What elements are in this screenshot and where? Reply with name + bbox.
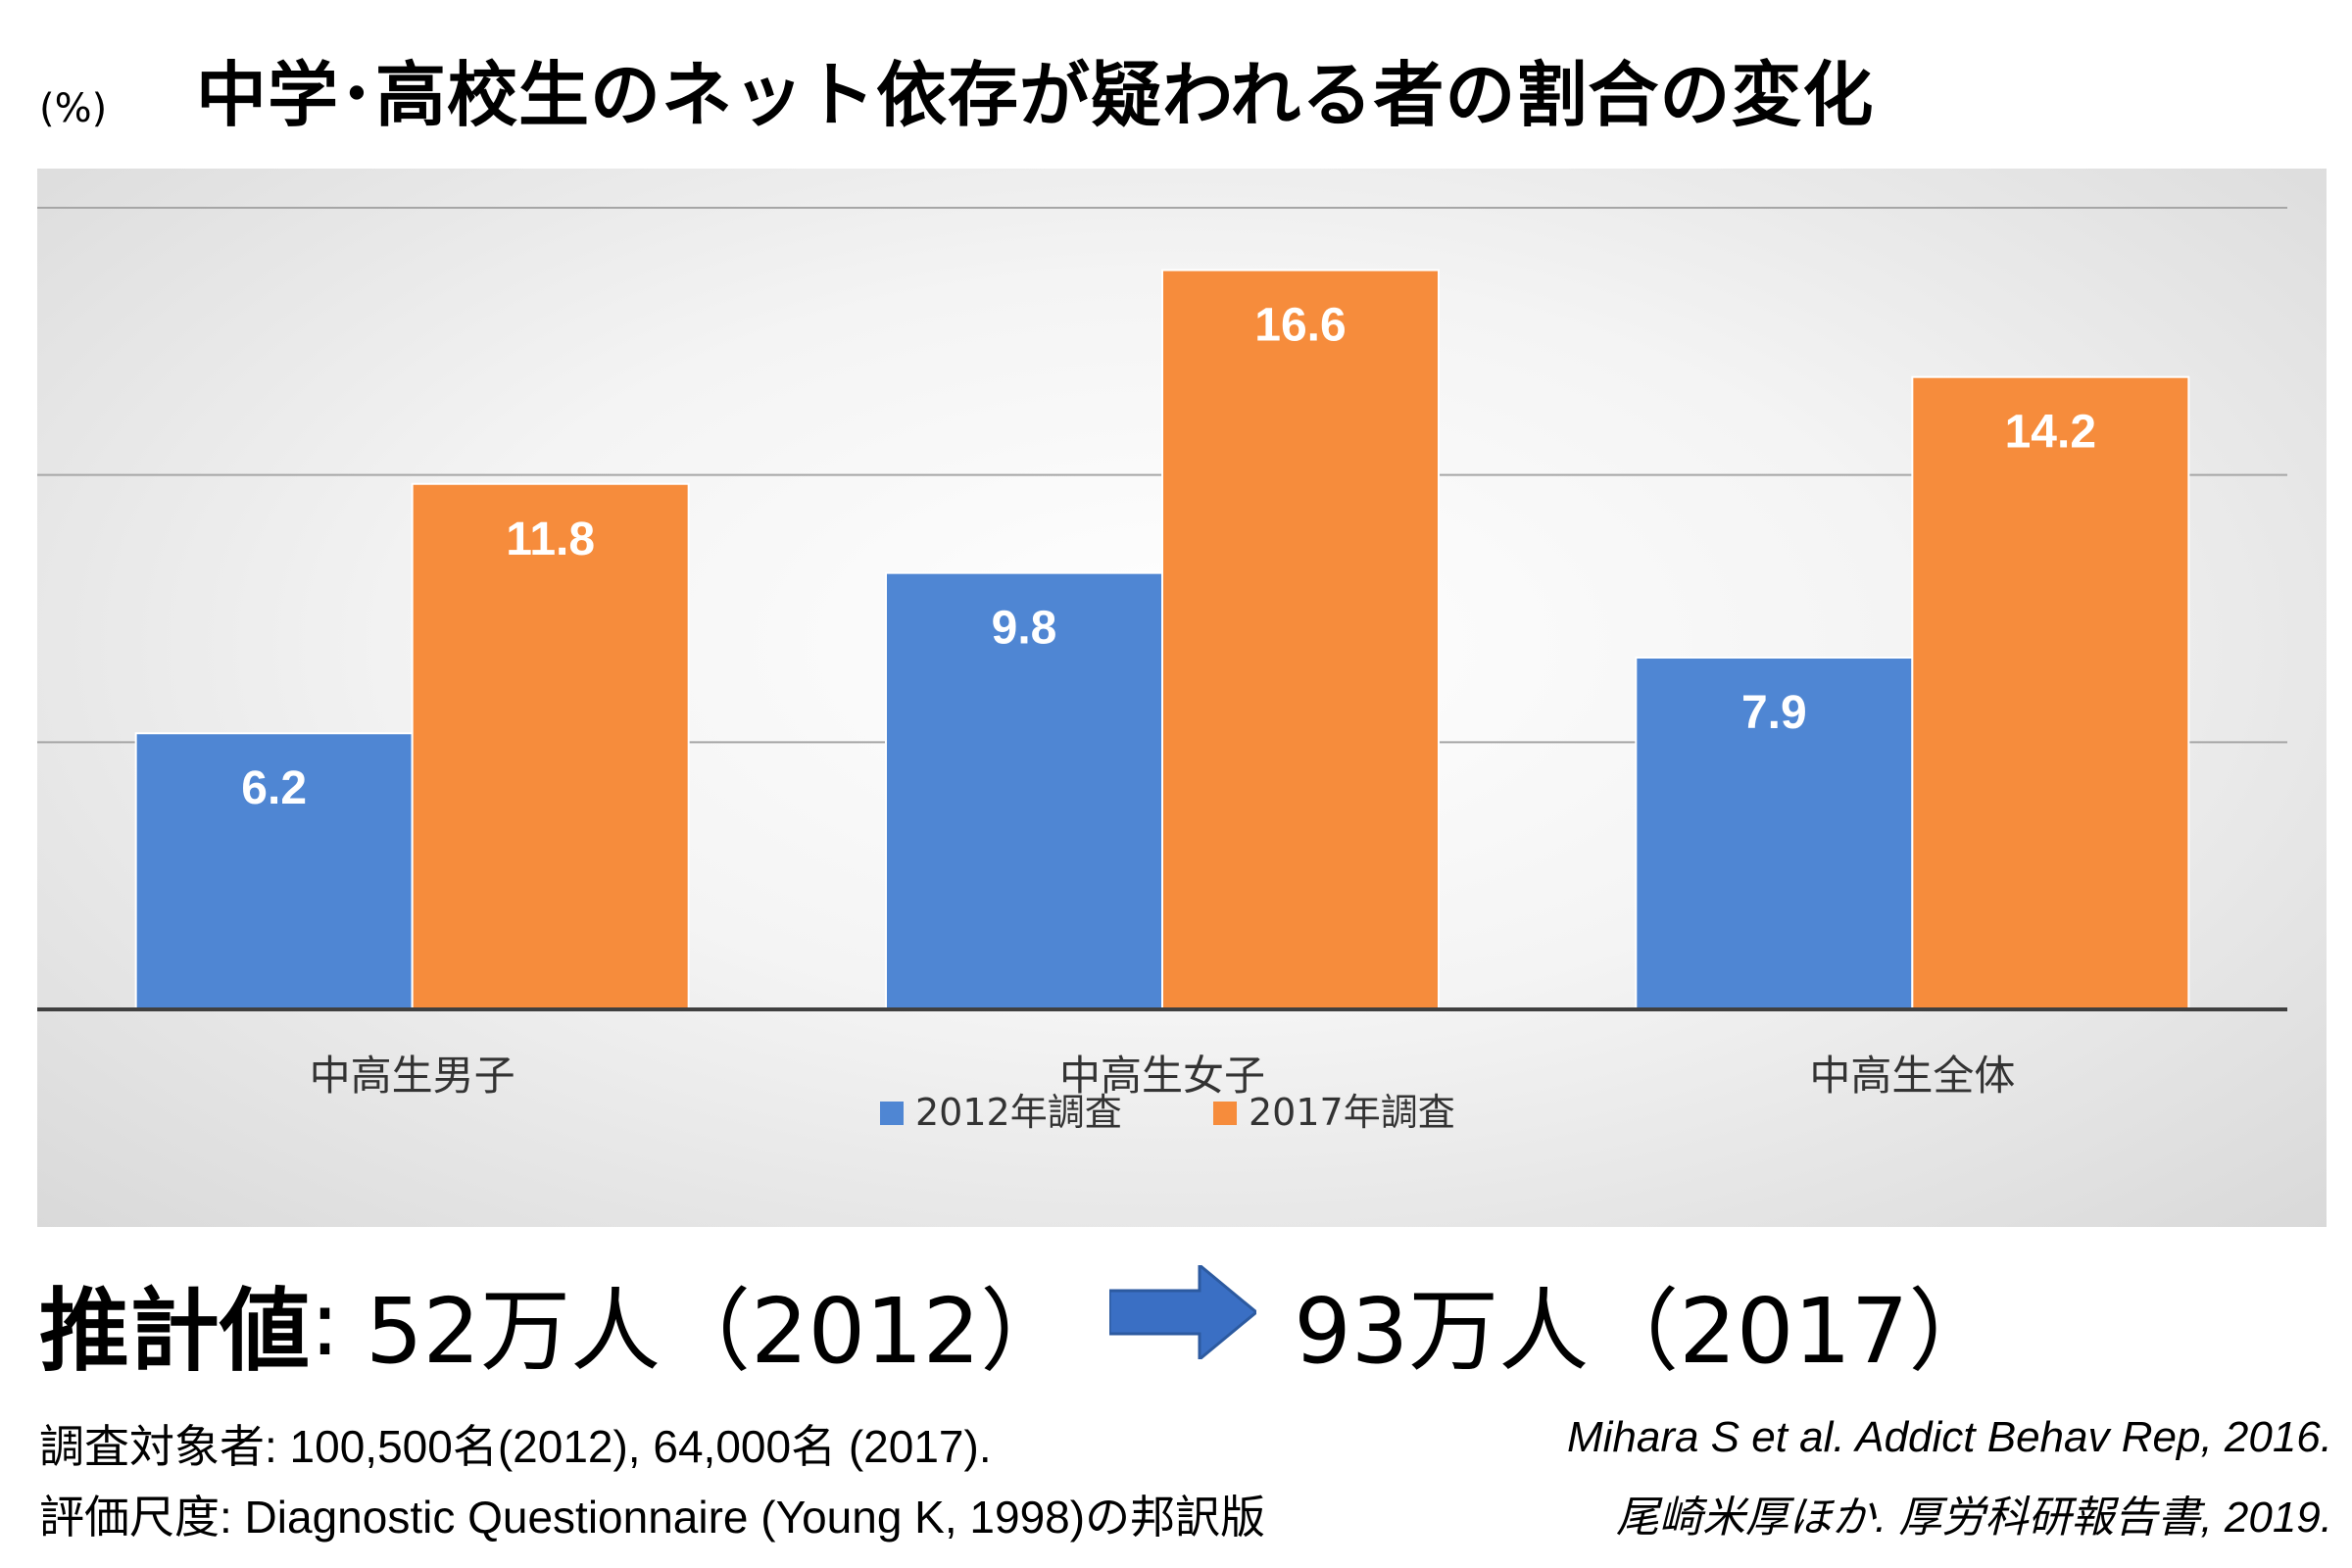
legend: 2012年調査 2017年調査 bbox=[880, 1091, 1455, 1134]
data-label: 16.6 bbox=[1254, 300, 1346, 352]
legend-swatch bbox=[880, 1102, 904, 1125]
citation-ozaki: 尾崎米厚ほか. 厚労科研報告書, 2019. bbox=[1615, 1494, 2332, 1542]
estimate-line: 推計値 : 52万人（2012） 93万人（2017） bbox=[39, 1261, 1998, 1384]
category-label: 中高生全体 bbox=[1809, 1052, 2015, 1100]
bar-series2-3 bbox=[1911, 375, 2190, 1010]
bar-series1-2 bbox=[885, 571, 1163, 1010]
data-label: 6.2 bbox=[241, 762, 307, 814]
evaluation-scale-note: 評価尺度: Diagnostic Questionnaire (Young K,… bbox=[39, 1492, 1266, 1543]
data-label: 9.8 bbox=[992, 603, 1057, 655]
category-label: 中高生女子 bbox=[1059, 1052, 1265, 1100]
data-label: 14.2 bbox=[2005, 407, 2096, 459]
chart-title: 中学･高校生のネット依存が疑われる者の割合の変化 bbox=[196, 54, 1875, 136]
estimate-to: 93万人（2017） bbox=[1294, 1278, 1999, 1384]
category-label: 中高生男子 bbox=[310, 1052, 515, 1100]
bar-chart: 6.2 11.8 中高生男子 9.8 16.6 中高生女子 7.9 14.2 中高生全体 2012… bbox=[37, 207, 2287, 1134]
y-axis-unit-label: (%) bbox=[39, 86, 108, 131]
data-label: 7.9 bbox=[1741, 687, 1807, 739]
survey-subjects-note: 調査対象者: 100,500名(2012), 64,000名 (2017). bbox=[39, 1421, 992, 1472]
legend-swatch bbox=[1213, 1102, 1237, 1125]
data-label: 11.8 bbox=[506, 514, 595, 565]
citation-mihara: Mihara S et al. Addict Behav Rep, 2016. bbox=[1566, 1413, 2332, 1461]
legend-label: 2012年調査 bbox=[915, 1091, 1122, 1134]
estimate-label: 推計値 bbox=[39, 1278, 311, 1384]
estimate-from: 52万人（2012） bbox=[366, 1278, 1071, 1384]
legend-label: 2017年調査 bbox=[1249, 1091, 1455, 1134]
right-arrow-icon bbox=[1107, 1261, 1259, 1381]
bar-series2-1 bbox=[411, 482, 690, 1010]
estimate-separator: : bbox=[310, 1270, 341, 1376]
bar-series2-2 bbox=[1161, 269, 1440, 1011]
